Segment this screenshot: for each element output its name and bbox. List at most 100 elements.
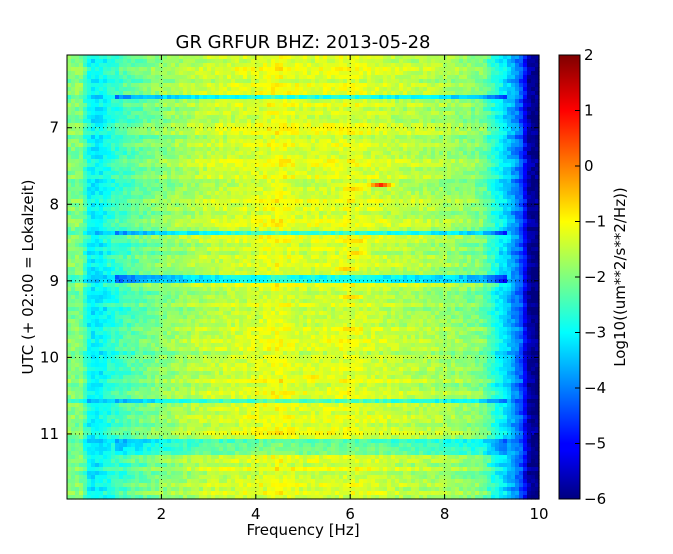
heatmap-cell: [79, 219, 84, 224]
heatmap-cell: [71, 175, 76, 180]
heatmap-cell: [331, 99, 336, 104]
heatmap-cell: [235, 191, 240, 196]
heatmap-cell: [279, 155, 284, 160]
heatmap-cell: [319, 175, 324, 180]
heatmap-cell: [423, 71, 428, 76]
heatmap-cell: [243, 195, 248, 200]
heatmap-cell: [279, 167, 284, 172]
heatmap-cell: [455, 219, 460, 224]
heatmap-cell: [359, 87, 364, 92]
heatmap-cell: [379, 71, 384, 76]
heatmap-cell: [315, 215, 320, 220]
heatmap-cell: [451, 59, 456, 64]
heatmap-cell: [355, 167, 360, 172]
heatmap-cell: [419, 183, 424, 188]
heatmap-cell: [319, 79, 324, 84]
heatmap-cell: [423, 127, 428, 132]
heatmap-cell: [127, 175, 132, 180]
heatmap-cell: [399, 179, 404, 184]
heatmap-cell: [271, 155, 276, 160]
heatmap-cell: [199, 199, 204, 204]
heatmap-cell: [407, 115, 412, 120]
heatmap-cell: [299, 55, 304, 60]
heatmap-cell: [247, 87, 252, 92]
heatmap-cell: [407, 119, 412, 124]
heatmap-cell: [267, 55, 272, 60]
heatmap-cell: [143, 131, 148, 136]
heatmap-cell: [331, 107, 336, 112]
heatmap-cell: [383, 171, 388, 176]
heatmap-cell: [331, 147, 336, 152]
heatmap-cell: [115, 67, 120, 72]
heatmap-cell: [359, 143, 364, 148]
heatmap-cell: [399, 163, 404, 168]
heatmap-cell: [387, 207, 392, 212]
heatmap-cell: [479, 79, 484, 84]
heatmap-cell: [191, 123, 196, 128]
heatmap-cell: [487, 99, 492, 104]
heatmap-cell: [347, 175, 352, 180]
heatmap-cell: [79, 139, 84, 144]
heatmap-cell: [511, 135, 516, 140]
heatmap-cell: [411, 127, 416, 132]
heatmap-cell: [455, 131, 460, 136]
heatmap-cell: [195, 139, 200, 144]
heatmap-cell: [155, 115, 160, 120]
heatmap-cell: [191, 79, 196, 84]
heatmap-cell: [351, 107, 356, 112]
heatmap-cell: [483, 87, 488, 92]
heatmap-cell: [139, 223, 144, 228]
heatmap-cell: [71, 135, 76, 140]
heatmap-cell: [403, 207, 408, 212]
heatmap-cell: [299, 211, 304, 216]
heatmap-cell: [359, 151, 364, 156]
heatmap-cell: [491, 119, 496, 124]
heatmap-cell: [299, 167, 304, 172]
heatmap-cell: [87, 91, 92, 96]
heatmap-cell: [123, 211, 128, 216]
heatmap-cell: [79, 115, 84, 120]
heatmap-cell: [395, 147, 400, 152]
heatmap-cell: [487, 87, 492, 92]
heatmap-cell: [199, 171, 204, 176]
heatmap-cell: [351, 91, 356, 96]
heatmap-cell: [475, 111, 480, 116]
heatmap-cell: [231, 95, 236, 100]
heatmap-cell: [87, 103, 92, 108]
heatmap-cell: [435, 147, 440, 152]
heatmap-cell: [475, 175, 480, 180]
heatmap-cell: [427, 95, 432, 100]
heatmap-cell: [535, 91, 540, 96]
heatmap-cell: [263, 103, 268, 108]
heatmap-cell: [227, 67, 232, 72]
heatmap-cell: [191, 55, 196, 60]
heatmap-cell: [311, 219, 316, 224]
heatmap-cell: [335, 151, 340, 156]
heatmap-cell: [327, 55, 332, 60]
heatmap-cell: [175, 171, 180, 176]
heatmap-cell: [299, 187, 304, 192]
heatmap-cell: [179, 195, 184, 200]
heatmap-cell: [467, 163, 472, 168]
heatmap-cell: [407, 167, 412, 172]
heatmap-cell: [207, 211, 212, 216]
heatmap-cell: [139, 155, 144, 160]
heatmap-cell: [251, 155, 256, 160]
heatmap-cell: [167, 119, 172, 124]
heatmap-cell: [511, 195, 516, 200]
heatmap-cell: [487, 55, 492, 60]
heatmap-cell: [511, 143, 516, 148]
heatmap-cell: [111, 207, 116, 212]
heatmap-cell: [95, 87, 100, 92]
heatmap-cell: [147, 99, 152, 104]
heatmap-cell: [303, 111, 308, 116]
heatmap-cell: [231, 99, 236, 104]
heatmap-cell: [127, 103, 132, 108]
heatmap-cell: [259, 175, 264, 180]
heatmap-cell: [411, 195, 416, 200]
heatmap-cell: [95, 151, 100, 156]
heatmap-cell: [211, 59, 216, 64]
heatmap-cell: [527, 87, 532, 92]
heatmap-cell: [83, 99, 88, 104]
heatmap-cell: [419, 83, 424, 88]
